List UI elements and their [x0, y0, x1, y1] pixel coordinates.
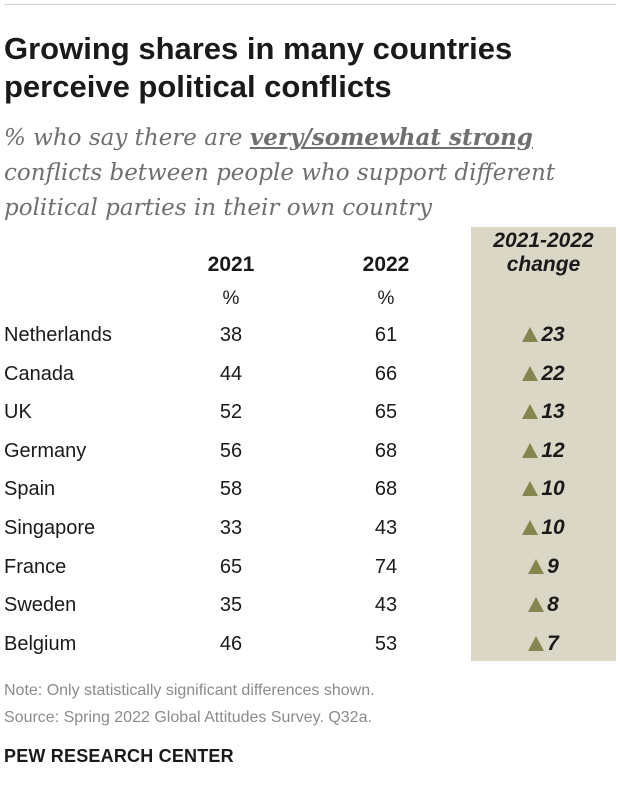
value-2022: 65 [374, 401, 398, 424]
value-2022: 68 [374, 478, 398, 501]
table-row: UK 52 65 13 [0, 393, 620, 431]
value-2021: 46 [219, 632, 243, 655]
header-2022: 2022 [362, 253, 410, 276]
up-triangle-icon [522, 481, 539, 497]
change-cell: 9 [471, 548, 616, 588]
value-2021: 33 [219, 517, 243, 539]
up-triangle-icon [522, 404, 539, 420]
subtitle-post: conflicts between people who support dif… [4, 160, 556, 221]
change-value: 10 [541, 477, 565, 501]
change-value: 13 [541, 400, 565, 424]
table-row: Sweden 35 43 8 [0, 586, 620, 624]
change-value: 8 [547, 593, 559, 617]
value-2021: 56 [219, 439, 243, 462]
change-value: 10 [541, 516, 565, 539]
value-2022: 43 [374, 594, 398, 617]
subtitle-emphasis: very/somewhat strong [249, 124, 533, 151]
value-2022: 61 [374, 324, 398, 346]
chart-subtitle: % who say there are very/somewhat strong… [4, 120, 616, 226]
change-value: 23 [541, 323, 565, 346]
country-label: Sweden [4, 594, 77, 617]
country-label: Belgium [4, 632, 77, 655]
header-2021: 2021 [207, 253, 255, 276]
value-2021: 65 [219, 555, 243, 578]
country-label: UK [4, 401, 32, 424]
value-2022: 68 [374, 439, 398, 462]
change-cell: 10 [471, 470, 616, 510]
value-2021: 44 [219, 362, 243, 385]
org-logo-text: PEW RESEARCH CENTER [4, 746, 234, 766]
change-cell: 12 [471, 432, 616, 472]
change-cell: 13 [471, 393, 616, 433]
table-row: Canada 44 66 22 [0, 355, 620, 393]
value-2021: 58 [219, 478, 243, 501]
table-row: Netherlands 38 61 23 [0, 316, 620, 354]
value-2022: 74 [374, 555, 398, 578]
change-cell: 23 [471, 316, 616, 356]
up-triangle-icon [522, 442, 539, 458]
country-label: Canada [4, 362, 75, 385]
value-2021: 35 [219, 594, 243, 617]
country-label: Netherlands [4, 324, 112, 346]
unit-label-2021: % [222, 288, 240, 309]
subtitle-pre: % who say there are [4, 125, 250, 151]
table-row: Belgium 46 53 7 [0, 625, 620, 663]
table-row: Spain 58 68 10 [0, 470, 620, 508]
country-label: Singapore [4, 517, 96, 539]
change-value: 22 [541, 361, 565, 385]
change-value: 12 [541, 438, 565, 462]
value-2022: 66 [374, 362, 398, 385]
change-cell: 10 [471, 509, 616, 549]
title-line-1: Growing shares in many countries [4, 31, 513, 66]
up-triangle-icon [522, 327, 539, 342]
country-label: France [4, 555, 67, 578]
value-2021: 38 [219, 324, 243, 346]
change-value: 9 [547, 554, 559, 578]
table-row: Germany 56 68 12 [0, 432, 620, 470]
table-row: Singapore 33 43 10 [0, 509, 620, 547]
country-label: Spain [4, 478, 56, 501]
change-cell: 8 [471, 586, 616, 626]
up-triangle-icon [522, 365, 539, 381]
value-2021: 52 [219, 401, 243, 424]
header-change-line-1: 2021-2022 [493, 229, 594, 252]
table-row: France 65 74 9 [0, 548, 620, 586]
header-change-line-2: change [506, 253, 581, 276]
chart-title: Growing shares in many countries perceiv… [4, 30, 604, 106]
value-2022: 53 [374, 632, 398, 655]
value-2022: 43 [374, 517, 398, 539]
change-cell: 22 [471, 355, 616, 395]
up-triangle-icon [528, 597, 545, 613]
unit-label-2022: % [377, 288, 395, 309]
source-text: Source: Spring 2022 Global Attitudes Sur… [4, 709, 372, 726]
change-column-background [471, 227, 616, 661]
top-divider [4, 4, 616, 5]
up-triangle-icon [528, 635, 545, 651]
header-change: 2021-2022 change [471, 229, 616, 277]
change-cell: 7 [471, 625, 616, 665]
change-value: 7 [547, 631, 559, 655]
title-line-2: perceive political conflicts [4, 69, 392, 104]
note-text: Note: Only statistically significant dif… [4, 682, 375, 699]
up-triangle-icon [522, 520, 539, 535]
country-label: Germany [4, 439, 87, 462]
up-triangle-icon [528, 558, 545, 574]
